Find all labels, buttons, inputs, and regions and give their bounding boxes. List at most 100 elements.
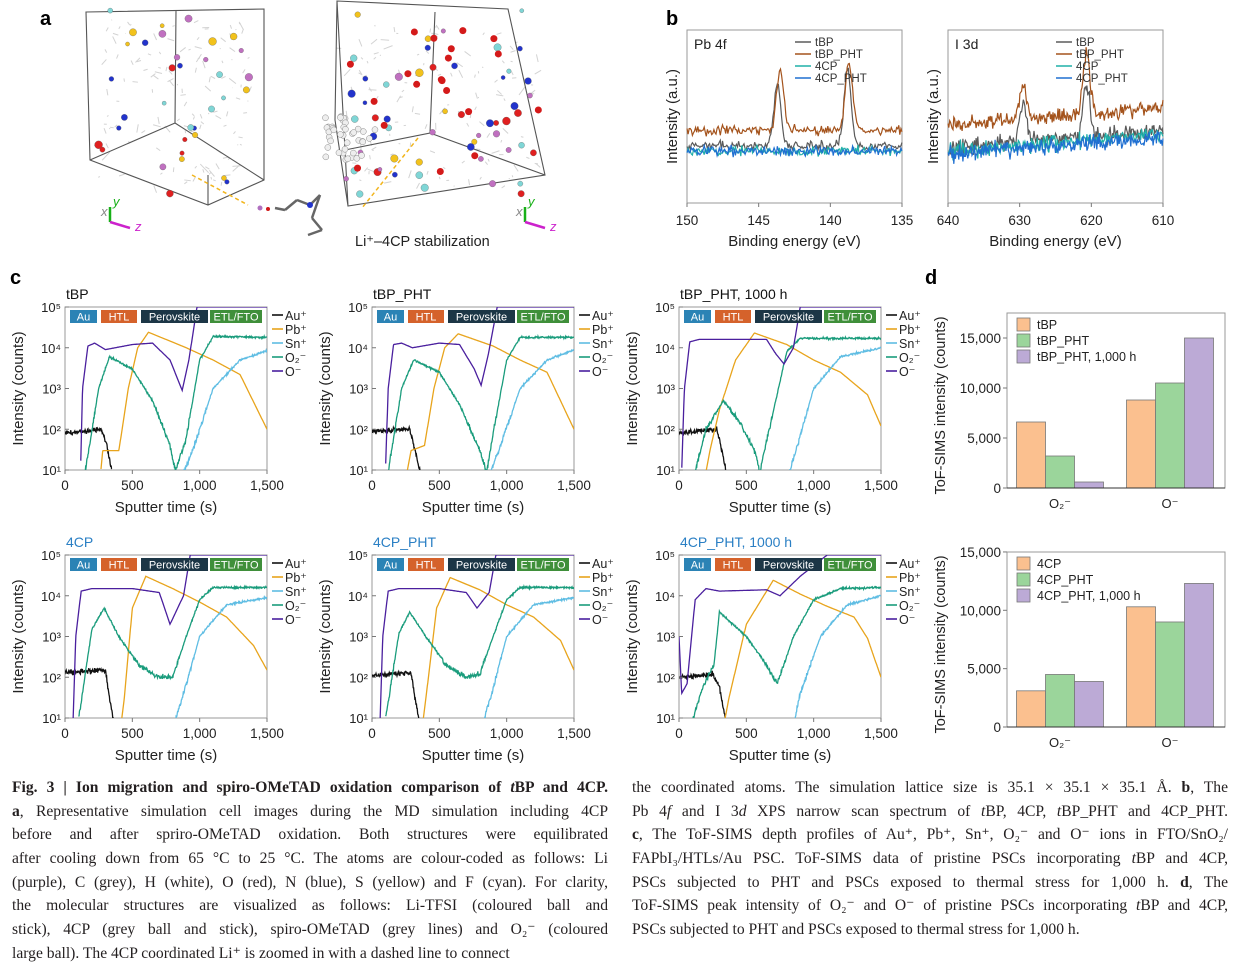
spiro-bond — [229, 24, 232, 29]
spiro-bond — [384, 181, 392, 184]
bar-tbp_pht-1-000-h — [1074, 481, 1104, 489]
spiro-bond — [193, 20, 199, 24]
layer-label: HTL — [109, 312, 130, 324]
spiro-bond — [188, 48, 191, 51]
spiro-bond — [393, 26, 396, 33]
atom — [429, 63, 437, 71]
o2-molecule — [444, 54, 452, 62]
spiro-bond — [129, 23, 132, 26]
x-tick-label: 640 — [937, 213, 960, 228]
x-tick-label: 630 — [1008, 213, 1031, 228]
atom — [362, 100, 368, 105]
ion-curve — [694, 335, 881, 470]
4cp-atom — [344, 155, 351, 163]
caption-text: d — [1180, 873, 1189, 891]
layer-bar-htl — [101, 558, 137, 571]
spiro-bond — [358, 72, 363, 76]
spectrum-line-4cp_pht — [947, 130, 1164, 164]
ion-curve — [65, 426, 113, 470]
ion-curve — [175, 594, 267, 718]
atom — [517, 45, 523, 52]
spiro-bond — [199, 163, 209, 174]
caption-line: the molecular structures are visualized … — [12, 894, 608, 918]
atom — [371, 114, 379, 122]
spiro-bond — [501, 185, 506, 189]
bar-4cp_pht — [1155, 621, 1185, 728]
spiro-bond — [112, 32, 119, 36]
ion-curve — [388, 333, 574, 470]
caption-text: the coordinated atoms. The simulation la… — [632, 779, 1182, 796]
legend-label: tBP_PHT — [815, 49, 863, 61]
x-tick-label: 145 — [747, 213, 770, 228]
x-axis-title: Sputter time (s) — [729, 747, 832, 764]
atom — [116, 125, 122, 131]
panel-letter-b: b — [666, 8, 678, 30]
o2-molecule — [471, 152, 479, 160]
layer-bar-etl-fto — [824, 558, 876, 571]
spiro-bond — [228, 77, 237, 84]
layer-bar-au — [70, 558, 97, 571]
x-tick-label: 500 — [428, 478, 451, 493]
y-tick-label: 15,000 — [960, 545, 1001, 560]
x-axis-title: Sputter time (s) — [422, 499, 525, 516]
layer-bar-perovskite — [755, 558, 822, 571]
layer-label: HTL — [416, 312, 437, 324]
ion-curve — [422, 576, 574, 718]
atom — [390, 154, 399, 163]
ion-curve — [692, 585, 881, 718]
spiro-bond — [518, 86, 526, 96]
legend-label: Sn⁺ — [285, 585, 307, 599]
atom — [493, 43, 502, 52]
spiro-bond — [479, 176, 482, 180]
layer-bar-htl — [408, 310, 444, 323]
o2-molecule — [370, 97, 378, 105]
layer-label: HTL — [723, 312, 744, 324]
spiro-bond — [183, 101, 188, 107]
caption-text: Fig. 3 | Ion migration and spiro-OMeTAD … — [12, 779, 511, 796]
spiro-bond — [502, 128, 509, 134]
atom — [383, 115, 391, 123]
caption-text: BP and 4CP, — [1135, 850, 1228, 868]
spectrum-line-tbp_pht — [686, 62, 903, 138]
x-tick-label: 1,000 — [490, 726, 524, 741]
x-tick-label: 500 — [121, 726, 144, 741]
spiro-bond — [359, 179, 362, 182]
o-atom — [266, 207, 270, 211]
y-tick-label: 10⁴ — [41, 341, 61, 356]
spiro-bond — [383, 45, 393, 50]
tof-sims-bar-chart-tbp: tBP tBP_PHT tBP_PHT, 1,000 h 0 5,000 10,000 15… — [933, 312, 1226, 511]
spiro-bond — [458, 69, 464, 78]
legend-swatch — [1016, 349, 1031, 364]
spiro-bond — [239, 143, 242, 146]
spiro-bond — [513, 164, 519, 172]
spiro-bond — [226, 111, 229, 117]
spiro-bond — [450, 72, 453, 77]
caption-text: BP_PHT and 4CP_PHT. — [1061, 802, 1228, 820]
atom — [107, 7, 113, 14]
bar-tbp_pht — [1155, 382, 1185, 489]
legend-label: O⁻ — [899, 613, 915, 627]
caption-text: t — [1135, 897, 1141, 915]
atom — [486, 119, 494, 128]
spiro-bond — [204, 85, 212, 92]
caption-text: FAPbI₃/HTLs/Au PSC. ToF-SIMS data of pri… — [632, 850, 1132, 868]
layer-bar-au — [684, 558, 711, 571]
y-tick-label: 10⁴ — [655, 589, 675, 604]
legend-label: O⁻ — [592, 613, 608, 627]
z-axis-label: z — [549, 219, 557, 234]
spiro-bond — [370, 38, 378, 45]
y-tick-label: 10² — [656, 670, 675, 685]
caption-line: FAPbI₃/HTLs/Au PSC. ToF-SIMS data of pri… — [632, 847, 1228, 871]
x-axis-label: x — [100, 204, 108, 219]
li-4cp-molecule — [257, 194, 323, 237]
spectrum-line-tbp_pht — [947, 47, 1164, 132]
atom — [500, 75, 506, 80]
illustration-background — [68, 0, 570, 250]
4cp-atom — [341, 146, 349, 153]
atom — [343, 176, 349, 182]
atom — [476, 132, 482, 138]
spiro-bond — [220, 37, 226, 43]
spiro-bond — [208, 172, 212, 175]
caption-text: and I 3 — [671, 802, 739, 820]
spiro-bond — [116, 54, 119, 59]
